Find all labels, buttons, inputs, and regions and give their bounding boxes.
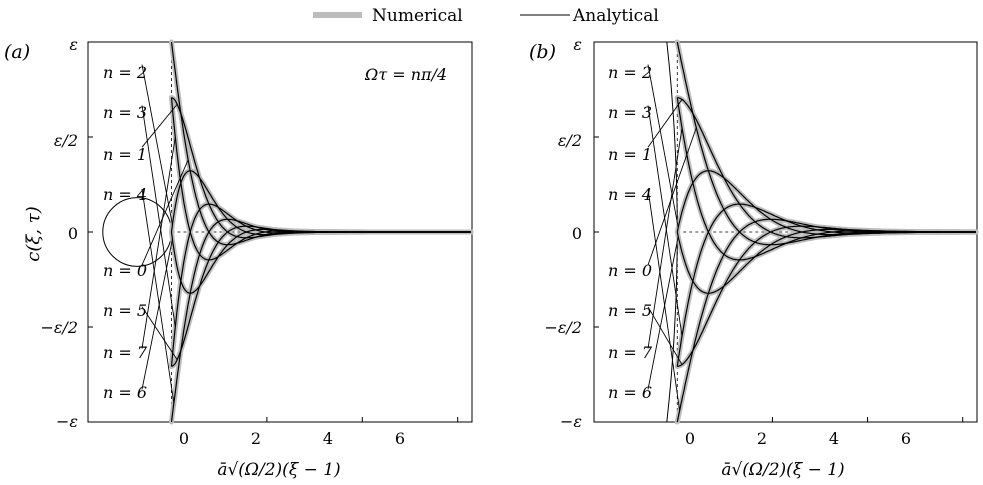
panel-b-xlabel: ā√(Ω/2)(ξ − 1): [721, 460, 844, 480]
panel-b-label: (b): [529, 41, 556, 63]
panel-a-ytick-label-zero: 0: [68, 224, 78, 243]
legend-analytical-label: Analytical: [572, 6, 659, 26]
panel-b-xtick-label-4: 4: [829, 429, 839, 448]
panel-a: (a) Ωτ = nπ/4 c(ξ, τ) ā√(Ω/2)(ξ − 1) ε ε…: [4, 35, 474, 480]
panel-a-ticks: ε ε/2 0 −ε/2 −ε 0 2 4 6: [40, 35, 405, 448]
panel-a-numerical-n7: [169, 95, 474, 263]
panel-b-analytical-n7: [676, 97, 976, 261]
panel-a-leader-n1: [141, 103, 178, 148]
panel-a-numerical-n1: [169, 95, 474, 241]
panel-a-ylabel: c(ξ, τ): [23, 206, 44, 261]
panel-a-leader-n0: [141, 159, 189, 266]
panel-a-label: (a): [4, 41, 30, 63]
panel-b-label-n6: n = 6: [608, 383, 652, 402]
panel-b-analytical-n1: [677, 97, 976, 239]
panel-a-xtick-label-6: 6: [395, 429, 405, 448]
panel-b-leader-n6: [647, 236, 679, 390]
panel-b-leader-n5: [647, 306, 683, 365]
panel-a-label-n1: n = 1: [103, 145, 147, 164]
panel-b-leader-n4: [647, 188, 681, 411]
panel-b-ytick-label-neg-half-eps: −ε/2: [544, 318, 582, 337]
panel-b-leader-n7: [647, 127, 683, 349]
panel-b-numerical-n1: [674, 95, 979, 241]
panel-b-plot: [593, 39, 979, 425]
panel-b-ticks: ε ε/2 0 −ε/2 −ε 0 2 4 6: [544, 35, 911, 448]
panel-b-xtick-label-6: 6: [901, 429, 911, 448]
panel-a-label-n7: n = 7: [103, 343, 148, 362]
panel-a-ytick-label-neg-eps: −ε: [56, 412, 78, 431]
panel-a-xtick-label-4: 4: [323, 429, 333, 448]
panel-a-label-n4: n = 4: [103, 185, 147, 204]
panel-a-label-n0: n = 0: [103, 261, 147, 280]
panel-a-annotation: Ωτ = nπ/4: [364, 65, 447, 84]
panel-b-label-n0: n = 0: [608, 261, 652, 280]
panel-a-plot: [87, 39, 474, 425]
panel-a-xtick-label-2: 2: [251, 429, 261, 448]
panel-a-leader-n4: [141, 188, 175, 404]
panel-b-leader-n3: [647, 105, 683, 337]
panel-b-analytical-n5: [677, 225, 976, 367]
panel-b-xtick-label-0: 0: [685, 429, 695, 448]
panel-a-numerical-n3: [169, 201, 474, 369]
panel-b-numerical-n5: [674, 223, 979, 369]
panel-a-leader-n2: [141, 64, 173, 225]
legend-numerical-label: Numerical: [372, 6, 463, 26]
panel-a-analytical-n3: [170, 203, 471, 367]
panel-a-ytick-label-eps: ε: [69, 35, 78, 54]
panel-b-series-labels: n = 2 n = 3 n = 1 n = 4 n = 0 n = 5 n = …: [608, 63, 653, 402]
panel-b-leader-n0: [647, 127, 697, 266]
panel-a-ytick-label-half-eps: ε/2: [54, 131, 78, 150]
panel-b-leader-n2: [647, 64, 679, 228]
panel-b-leader-n1: [647, 99, 683, 148]
panel-a-label-n2: n = 2: [103, 63, 147, 82]
panel-b-label-n4: n = 4: [608, 185, 652, 204]
panel-b-label-n2: n = 2: [608, 63, 652, 82]
panel-b-ytick-label-half-eps: ε/2: [558, 131, 582, 150]
panel-a-leader-n7: [141, 137, 176, 349]
panel-b-xtick-label-2: 2: [757, 429, 767, 448]
panel-b-label-n7: n = 7: [608, 343, 653, 362]
panel-a-label-n5: n = 5: [103, 301, 147, 320]
panel-a-label-n6: n = 6: [103, 383, 147, 402]
panel-a-analytical-n7: [170, 97, 471, 261]
panel-a-xlabel: ā√(Ω/2)(ξ − 1): [217, 460, 340, 480]
panel-a-leader-n5: [141, 306, 178, 361]
panel-a-series-labels: n = 2 n = 3 n = 1 n = 4 n = 0 n = 5 n = …: [103, 63, 148, 402]
panel-a-ytick-label-neg-half-eps: −ε/2: [40, 318, 78, 337]
panel-b-label-n1: n = 1: [608, 145, 652, 164]
legend: Numerical Analytical: [313, 6, 659, 26]
panel-b-label-n5: n = 5: [608, 301, 652, 320]
panel-b-ytick-label-eps: ε: [573, 35, 582, 54]
panel-a-label-n3: n = 3: [103, 103, 147, 122]
panel-a-leader-n6: [141, 239, 173, 390]
panel-b-ytick-label-zero: 0: [572, 224, 582, 243]
panel-b-label-n3: n = 3: [608, 103, 652, 122]
panel-b-ytick-label-neg-eps: −ε: [560, 412, 582, 431]
panel-b: (b) ā√(Ω/2)(ξ − 1) ε ε/2 0 −ε/2 −ε 0 2 4…: [529, 35, 979, 480]
panel-a-leader-n3: [141, 105, 176, 327]
panel-a-xtick-label-0: 0: [179, 429, 189, 448]
panel-a-numerical-n5: [169, 223, 474, 369]
